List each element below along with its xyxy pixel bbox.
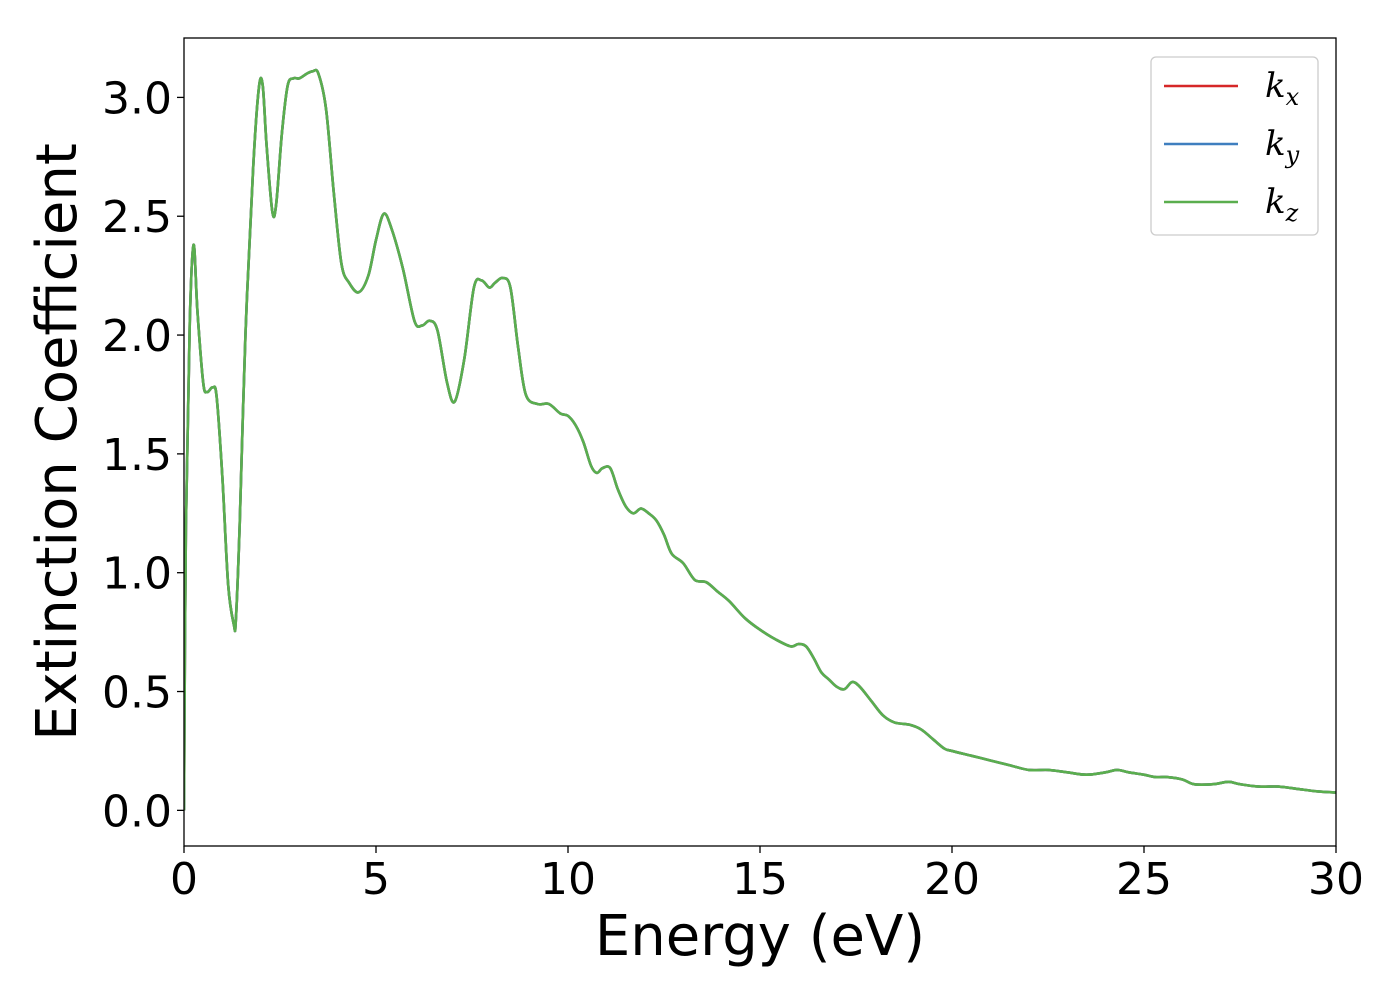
legend-box xyxy=(1150,56,1319,236)
y-tick-label: 0.0 xyxy=(102,786,172,837)
y-tick-label: 1.5 xyxy=(102,430,172,481)
x-tick-label: 10 xyxy=(540,854,596,905)
y-tick-label: 2.0 xyxy=(102,311,172,362)
x-tick-label: 30 xyxy=(1308,854,1364,905)
y-tick-label: 0.5 xyxy=(102,668,172,719)
x-tick-label: 5 xyxy=(362,854,390,905)
x-axis-title: Energy (eV) xyxy=(595,904,925,969)
y-axis-ticks: 0.0 0.5 1.0 1.5 2.0 2.5 3.0 xyxy=(102,73,184,837)
x-tick-label: 25 xyxy=(1116,854,1172,905)
x-tick-label: 15 xyxy=(732,854,788,905)
series-line-kz xyxy=(184,68,1336,811)
x-tick-label: 20 xyxy=(924,854,980,905)
series-layer xyxy=(184,68,1336,811)
y-tick-label: 2.5 xyxy=(102,192,172,243)
y-tick-label: 3.0 xyxy=(102,73,172,124)
y-axis-title: Extinction Coefficient xyxy=(25,143,90,741)
y-tick-label: 1.0 xyxy=(102,549,172,600)
x-axis-ticks: 0 5 10 15 20 25 30 xyxy=(170,846,1364,905)
x-tick-label: 0 xyxy=(170,854,198,905)
